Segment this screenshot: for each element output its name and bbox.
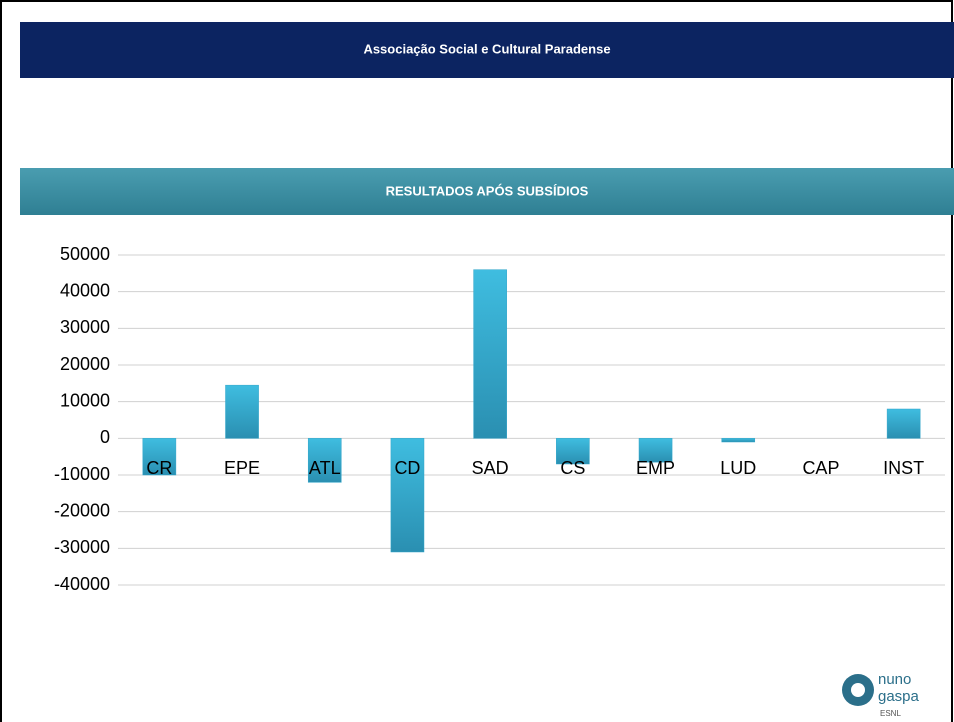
- bar: [556, 438, 590, 465]
- bar: [886, 408, 921, 439]
- logo-text: ESNL: [880, 709, 901, 718]
- logo-mark-hole: [851, 683, 865, 697]
- y-tick-label: -40000: [54, 574, 110, 594]
- header-bar: [20, 22, 954, 78]
- y-tick-label: -20000: [54, 500, 110, 520]
- bar: [721, 438, 756, 443]
- y-tick-label: 20000: [60, 354, 110, 374]
- logo: nuno gaspa ESNL: [842, 671, 920, 718]
- y-tick-label: -30000: [54, 537, 110, 557]
- bar: [473, 269, 507, 439]
- section-bar: [20, 168, 954, 215]
- bar: [142, 438, 177, 476]
- y-tick-label: 0: [100, 427, 110, 447]
- header-title: Associação Social e Cultural Paradense: [363, 41, 610, 56]
- y-tick-label: 50000: [60, 244, 110, 264]
- y-tick-label: 10000: [60, 390, 110, 410]
- logo-text: gaspa: [878, 688, 920, 705]
- bar: [390, 438, 425, 553]
- logo-text: nuno: [878, 671, 911, 688]
- y-tick-label: 30000: [60, 317, 110, 337]
- x-tick-label: LUD: [720, 458, 756, 478]
- x-tick-label: CAP: [802, 458, 839, 478]
- x-tick-label: ATL: [309, 458, 341, 478]
- bar: [307, 438, 342, 483]
- chart-title: RESULTADOS APÓS SUBSÍDIOS: [386, 183, 589, 198]
- y-tick-label: -10000: [54, 464, 110, 484]
- y-tick-label: 40000: [60, 280, 110, 300]
- bar: [638, 438, 673, 463]
- x-tick-label: EMP: [636, 458, 675, 478]
- x-tick-label: INST: [883, 458, 924, 478]
- bar: [225, 384, 259, 439]
- x-tick-label: CS: [560, 458, 585, 478]
- x-tick-label: CR: [146, 458, 172, 478]
- x-tick-label: CD: [394, 458, 420, 478]
- x-tick-label: EPE: [224, 458, 260, 478]
- x-tick-label: SAD: [472, 458, 509, 478]
